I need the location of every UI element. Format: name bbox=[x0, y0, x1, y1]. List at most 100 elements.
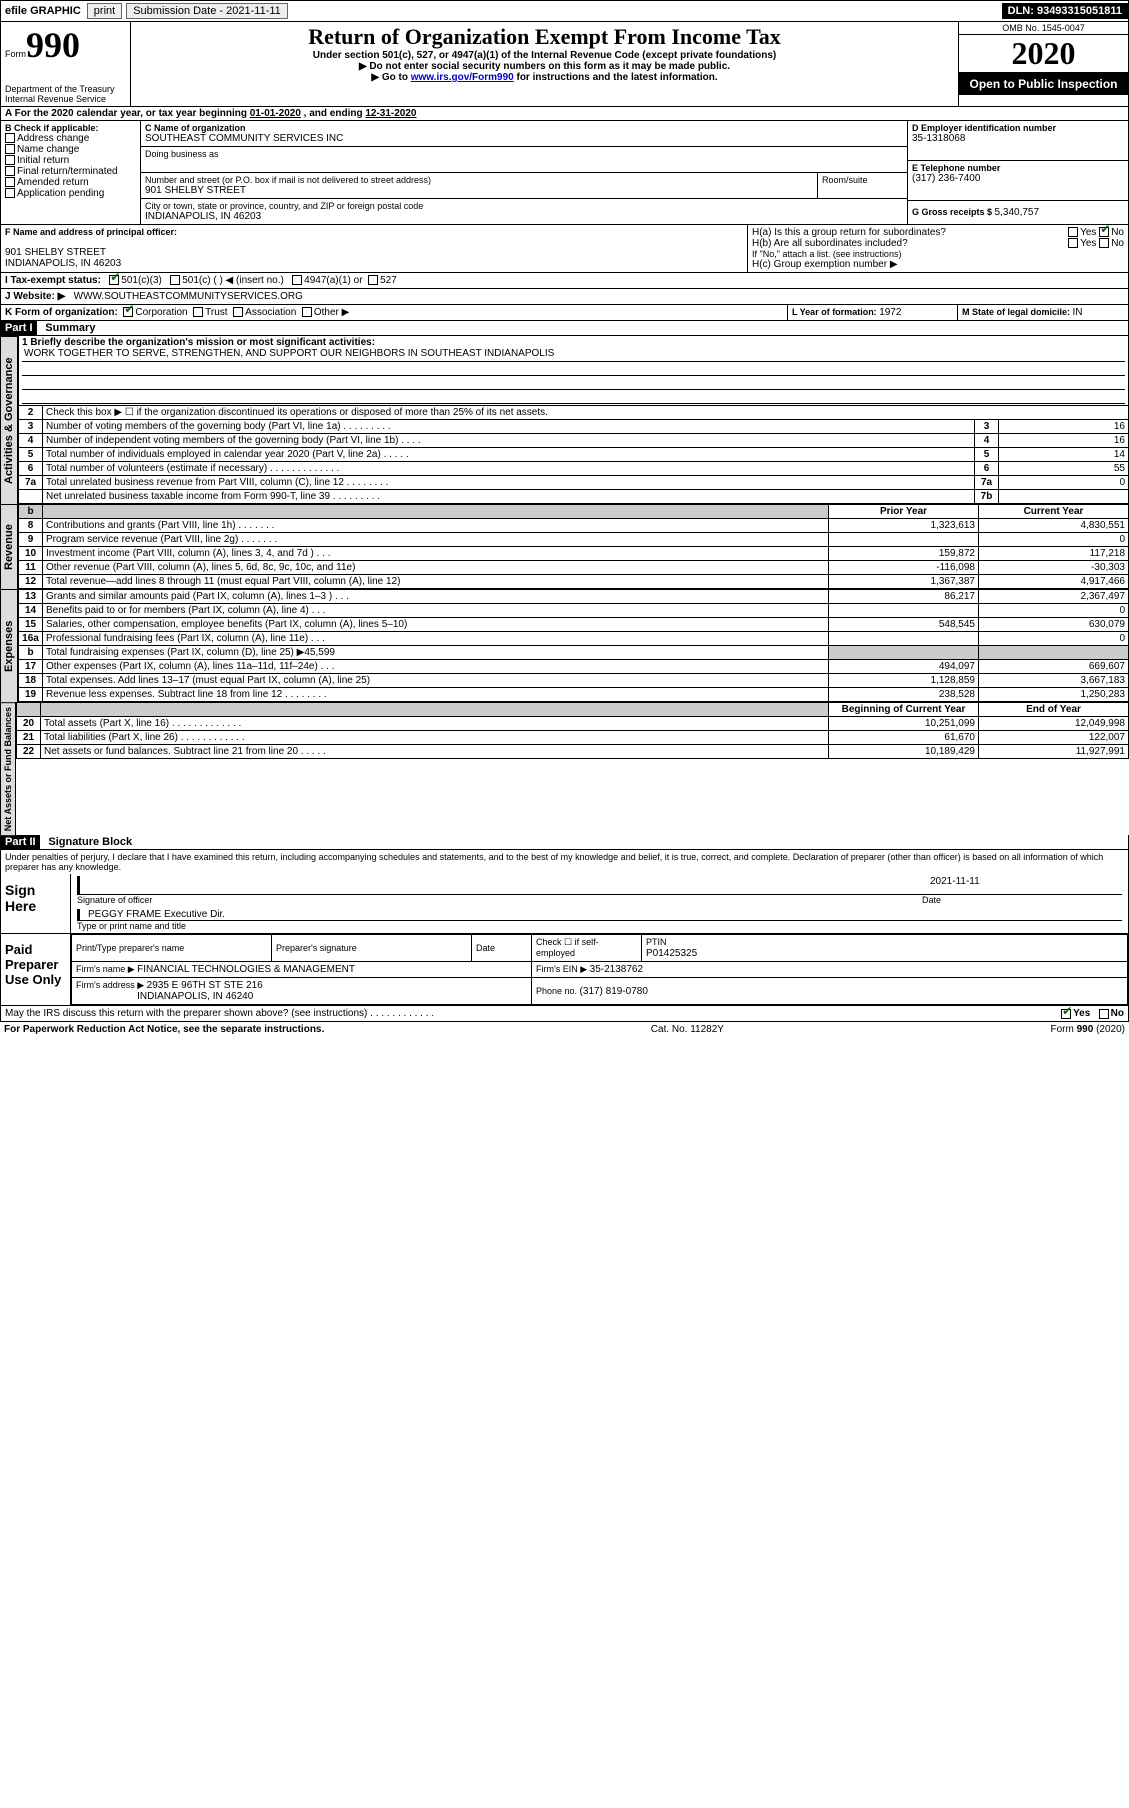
cb-initial-return[interactable] bbox=[5, 155, 15, 165]
preparer-table: Print/Type preparer's name Preparer's si… bbox=[71, 934, 1128, 1005]
cb-name-change[interactable] bbox=[5, 144, 15, 154]
cb-501c-other[interactable] bbox=[170, 275, 180, 285]
ha-no-cb[interactable] bbox=[1099, 227, 1109, 237]
k-other: Other ▶ bbox=[314, 307, 349, 318]
subtitle-1: Under section 501(c), 527, or 4947(a)(1)… bbox=[137, 50, 952, 61]
net-row-22: 22Net assets or fund balances. Subtract … bbox=[17, 745, 1129, 759]
prep-date-label: Date bbox=[476, 943, 495, 953]
line-a-pre: A For the 2020 calendar year, or tax yea… bbox=[5, 108, 250, 119]
subtitle-2: ▶ Do not enter social security numbers o… bbox=[137, 61, 952, 72]
part1-header: Part I bbox=[1, 321, 37, 335]
firm-addr1: 2935 E 96TH ST STE 216 bbox=[147, 980, 263, 991]
discuss-yes-cb[interactable] bbox=[1061, 1009, 1071, 1019]
form-header: Form990 Department of the Treasury Inter… bbox=[0, 22, 1129, 107]
firm-ein-label: Firm's EIN ▶ bbox=[536, 964, 590, 974]
row-fh: F Name and address of principal officer:… bbox=[0, 225, 1129, 273]
exp-row-19: 19Revenue less expenses. Subtract line 1… bbox=[19, 688, 1129, 702]
box-b-label: B Check if applicable: bbox=[5, 123, 136, 133]
city-value: INDIANAPOLIS, IN 46203 bbox=[145, 211, 903, 222]
cb-final-return[interactable] bbox=[5, 166, 15, 176]
officer-name: PEGGY FRAME Executive Dir. bbox=[77, 909, 1122, 920]
cb-4947[interactable] bbox=[292, 275, 302, 285]
gross-label: G Gross receipts $ bbox=[912, 207, 995, 217]
part1-revenue: Revenue bPrior YearCurrent Year 8Contrib… bbox=[0, 504, 1129, 589]
tab-net-assets: Net Assets or Fund Balances bbox=[0, 702, 16, 835]
initial-label: Initial return bbox=[17, 155, 69, 166]
preparer-label: Paid Preparer Use Only bbox=[1, 934, 71, 1005]
form990-link[interactable]: www.irs.gov/Form990 bbox=[411, 72, 514, 83]
part1-title: Summary bbox=[39, 322, 95, 334]
hb-label: H(b) Are all subordinates included? bbox=[752, 238, 1068, 249]
subtitle-3: ▶ Go to www.irs.gov/Form990 for instruct… bbox=[137, 72, 952, 83]
print-button[interactable]: print bbox=[87, 3, 122, 19]
k-corp: Corporation bbox=[135, 307, 187, 318]
form-number-box: Form990 Department of the Treasury Inter… bbox=[1, 22, 131, 106]
tax-year: 2020 bbox=[959, 35, 1128, 73]
sig-date-label: Date bbox=[922, 894, 1122, 905]
submission-date-button[interactable]: Submission Date - 2021-11-11 bbox=[126, 3, 288, 19]
submission-label: Submission Date - bbox=[133, 5, 226, 17]
row-bcd: B Check if applicable: Address change Na… bbox=[0, 121, 1129, 225]
gov-row-3: 3Number of voting members of the governi… bbox=[19, 420, 1129, 434]
exp-row-16b: bTotal fundraising expenses (Part IX, co… bbox=[19, 646, 1129, 660]
box-deg: D Employer identification number 35-1318… bbox=[908, 121, 1128, 224]
mission-blank-2 bbox=[22, 376, 1125, 390]
cb-other[interactable] bbox=[302, 307, 312, 317]
box-f: F Name and address of principal officer:… bbox=[1, 225, 748, 272]
cb-trust[interactable] bbox=[193, 307, 203, 317]
cb-527[interactable] bbox=[368, 275, 378, 285]
perjury-statement: Under penalties of perjury, I declare th… bbox=[0, 850, 1129, 874]
cb-amended-return[interactable] bbox=[5, 177, 15, 187]
hb-no-cb[interactable] bbox=[1099, 238, 1109, 248]
end-year-header: End of Year bbox=[979, 703, 1129, 717]
firm-name-label: Firm's name ▶ bbox=[76, 964, 137, 974]
ha-yes-cb[interactable] bbox=[1068, 227, 1078, 237]
cb-application-pending[interactable] bbox=[5, 188, 15, 198]
cb-501c3[interactable] bbox=[109, 275, 119, 285]
ptin-value: P01425325 bbox=[646, 948, 697, 959]
i-c-other: 501(c) ( ) ◀ (insert no.) bbox=[182, 275, 284, 286]
preparer-block: Paid Preparer Use Only Print/Type prepar… bbox=[0, 934, 1129, 1006]
exp-row-13: 13Grants and similar amounts paid (Part … bbox=[19, 590, 1129, 604]
prior-year-header: Prior Year bbox=[829, 505, 979, 519]
return-title: Return of Organization Exempt From Incom… bbox=[137, 24, 952, 50]
exp-row-16a: 16aProfessional fundraising fees (Part I… bbox=[19, 632, 1129, 646]
sign-here-label: Sign Here bbox=[1, 874, 71, 933]
prep-check-label: Check ☐ if self-employed bbox=[536, 937, 599, 958]
cb-association[interactable] bbox=[233, 307, 243, 317]
officer-label: F Name and address of principal officer: bbox=[5, 227, 743, 237]
cb-corporation[interactable] bbox=[123, 307, 133, 317]
mission-blank-3 bbox=[22, 390, 1125, 404]
form-number: 990 bbox=[26, 25, 80, 65]
rev-row-10: 10Investment income (Part VIII, column (… bbox=[19, 547, 1129, 561]
box-h: H(a) Is this a group return for subordin… bbox=[748, 225, 1128, 272]
footer: For Paperwork Reduction Act Notice, see … bbox=[0, 1022, 1129, 1037]
cb-address-change[interactable] bbox=[5, 133, 15, 143]
part1-expenses: Expenses 13Grants and similar amounts pa… bbox=[0, 589, 1129, 702]
net-row-21: 21Total liabilities (Part X, line 26) . … bbox=[17, 731, 1129, 745]
prep-sig-label: Preparer's signature bbox=[276, 943, 357, 953]
amended-label: Amended return bbox=[17, 177, 89, 188]
hb-no: No bbox=[1111, 238, 1124, 249]
k-assoc: Association bbox=[245, 307, 296, 318]
name-change-label: Name change bbox=[17, 144, 79, 155]
discuss-no-cb[interactable] bbox=[1099, 1009, 1109, 1019]
q2-text: Check this box ▶ ☐ if the organization d… bbox=[43, 406, 1129, 420]
l-value: 1972 bbox=[879, 307, 901, 318]
i-527: 527 bbox=[380, 275, 397, 286]
begin-year-header: Beginning of Current Year bbox=[829, 703, 979, 717]
room-label: Room/suite bbox=[822, 175, 903, 185]
ha-yes: Yes bbox=[1080, 227, 1096, 238]
efile-label: efile GRAPHIC bbox=[1, 5, 85, 17]
street-label: Number and street (or P.O. box if mail i… bbox=[145, 175, 813, 185]
box-c: C Name of organization SOUTHEAST COMMUNI… bbox=[141, 121, 908, 224]
tab-governance: Activities & Governance bbox=[0, 336, 18, 504]
rev-row-8: 8Contributions and grants (Part VIII, li… bbox=[19, 519, 1129, 533]
line-a-mid: , and ending bbox=[304, 108, 366, 119]
part1-bar: Part I Summary bbox=[0, 321, 1129, 336]
prep-phone-label: Phone no. bbox=[536, 986, 580, 996]
dln-value: 93493315051811 bbox=[1037, 5, 1122, 17]
sig-officer-label: Signature of officer bbox=[77, 894, 922, 905]
hb-yes-cb[interactable] bbox=[1068, 238, 1078, 248]
dept-treasury: Department of the Treasury bbox=[5, 84, 126, 94]
